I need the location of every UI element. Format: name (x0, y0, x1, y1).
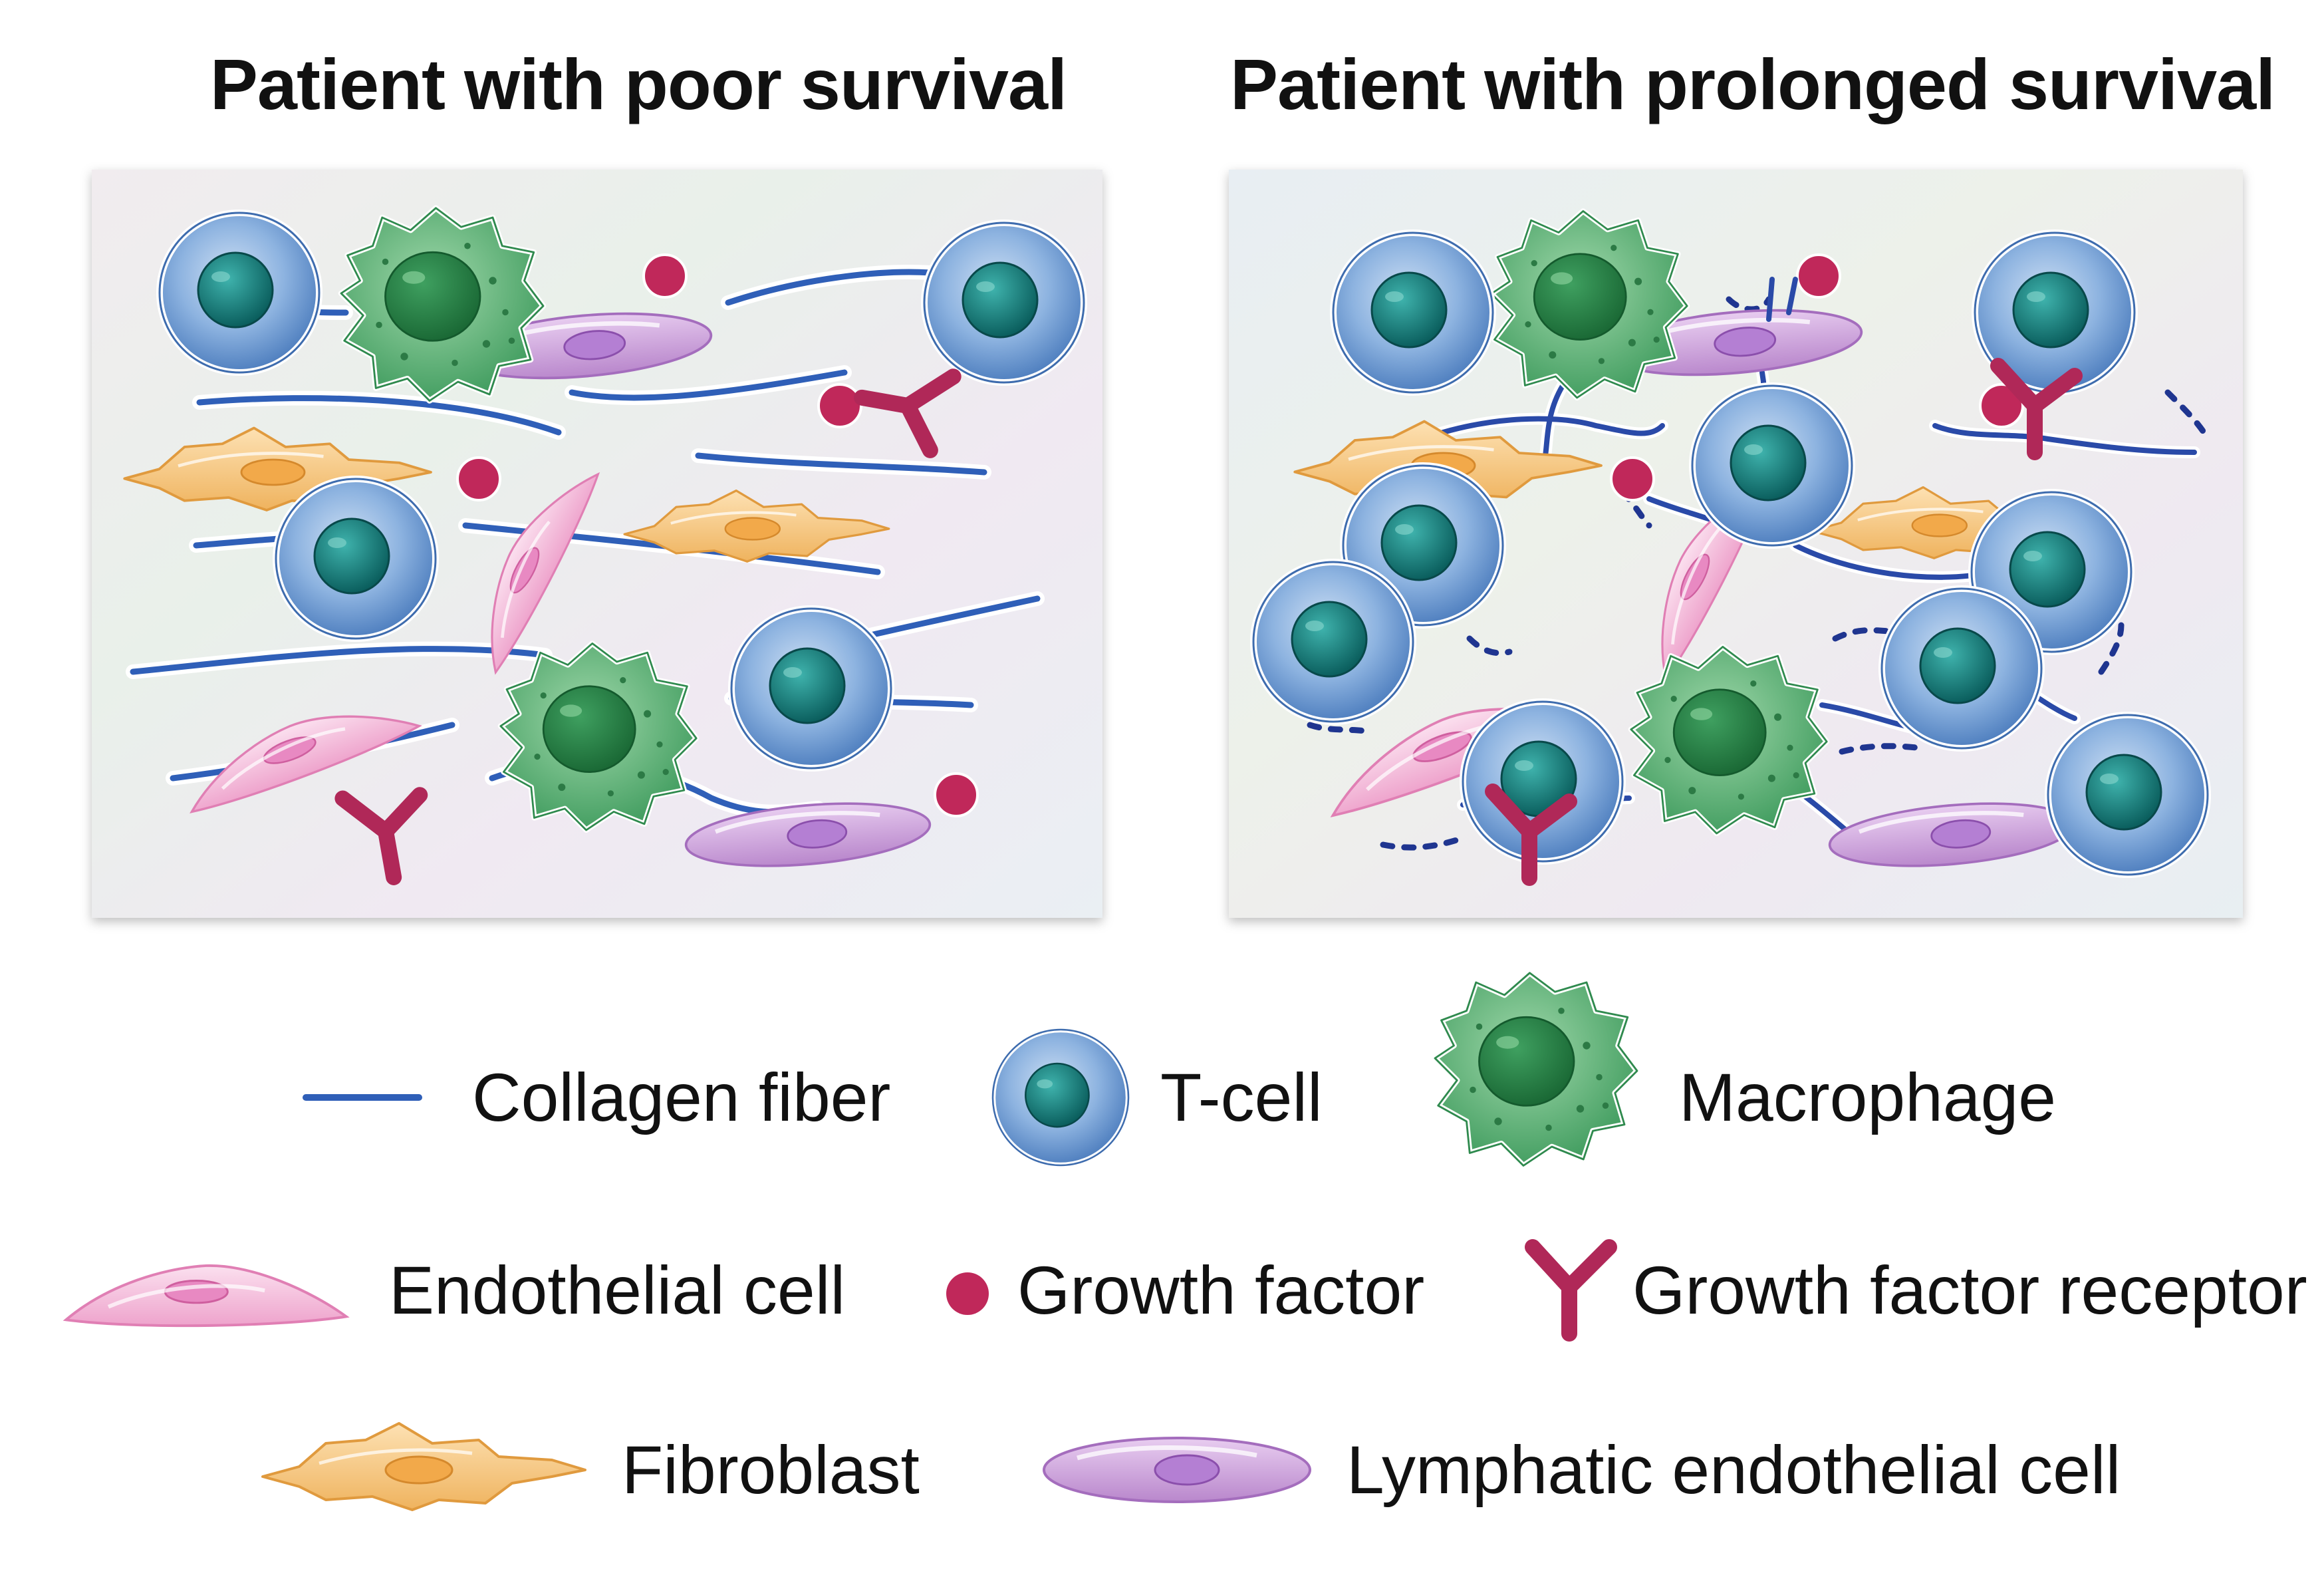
lymphatic-endothelial-cell-icon (1044, 1438, 1310, 1502)
right-panel-title: Patient with prolonged survival (1230, 44, 2275, 124)
endothelial-cell-icon (66, 1266, 346, 1326)
right-panel (1229, 170, 2243, 918)
left-panel (92, 170, 1102, 918)
legend-label-growth-factor: Growth factor (1017, 1252, 1425, 1328)
legend-label-endothelial-cell: Endothelial cell (389, 1252, 846, 1328)
legend (66, 973, 1637, 1510)
macrophage-icon (1435, 973, 1637, 1166)
growth-factor-icon (946, 1272, 989, 1315)
legend-label-t-cell: T-cell (1160, 1060, 1323, 1135)
legend-label-fibroblast: Fibroblast (622, 1432, 920, 1508)
legend-label-macrophage: Macrophage (1679, 1060, 2057, 1135)
fibroblast-icon (263, 1423, 585, 1510)
t-cell-icon (993, 1030, 1128, 1165)
left-panel-title: Patient with poor survival (209, 44, 1067, 124)
legend-label-collagen-fiber: Collagen fiber (472, 1060, 891, 1135)
legend-label-lymphatic-endothelial-cell: Lymphatic endothelial cell (1347, 1432, 2121, 1508)
legend-label-growth-factor-receptor: Growth factor receptor (1632, 1252, 2307, 1328)
growth-factor-receptor-icon (1525, 1239, 1617, 1342)
